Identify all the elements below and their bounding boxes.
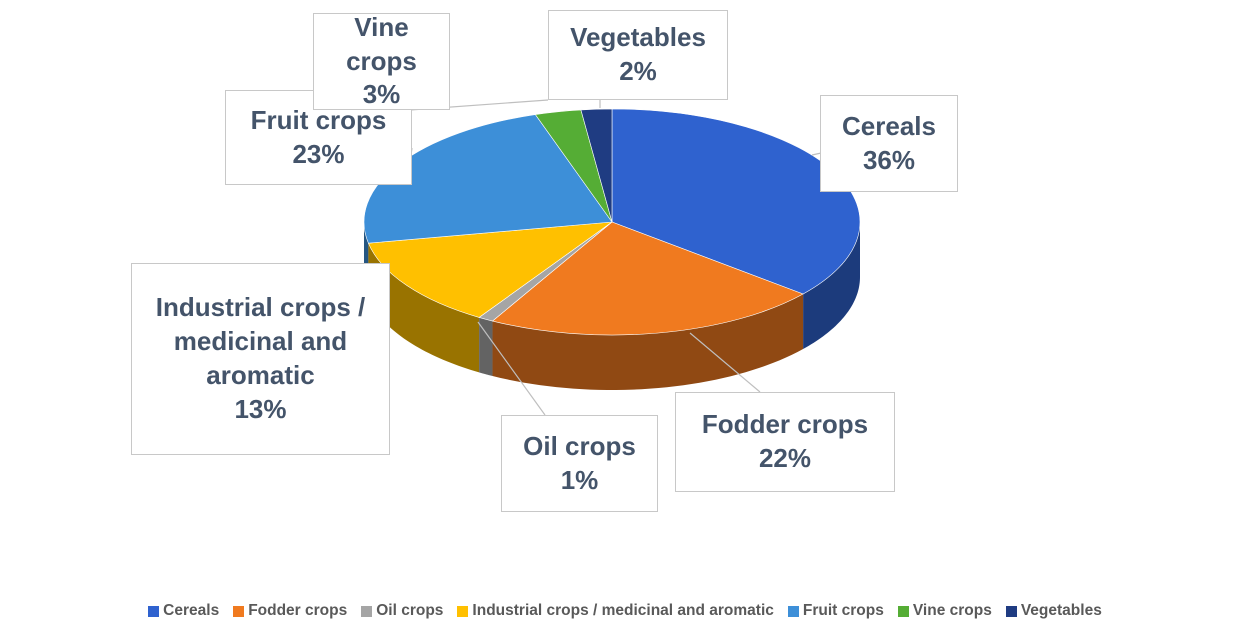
- legend-item: Fodder crops: [233, 602, 347, 620]
- slice: [491, 221, 804, 336]
- legend-item: Industrial crops / medicinal and aromati…: [457, 602, 774, 620]
- legend-item: Cereals: [148, 602, 219, 620]
- leader-line: [689, 332, 761, 393]
- legend-item: Oil crops: [361, 602, 443, 620]
- legend-label: Vegetables: [1020, 602, 1102, 619]
- leader-line: [477, 321, 546, 416]
- legend-swatch: [897, 605, 909, 617]
- legend: Cereals Fodder crops Oil crops Industrial c…: [0, 602, 1250, 620]
- legend-label: Cereals: [163, 602, 220, 619]
- data-label-value: 1%: [560, 464, 599, 495]
- data-label-value: 23%: [292, 138, 345, 169]
- slice-side: [368, 243, 480, 373]
- data-label-name: Fodder crops: [701, 409, 869, 440]
- data-label: Vine crops 3%: [313, 11, 450, 110]
- legend-swatch: [457, 605, 469, 617]
- legend-swatch: [233, 605, 245, 617]
- data-label: Cereals 36%: [820, 95, 958, 192]
- legend-label: Vine crops: [912, 602, 992, 619]
- slice: [367, 221, 614, 318]
- data-label-name: Vine crops: [346, 11, 417, 76]
- legend-item: Vine crops: [897, 602, 992, 620]
- data-label-name: Vegetables: [570, 22, 706, 53]
- data-label-value: 36%: [862, 144, 916, 175]
- data-label-value: 22%: [758, 443, 812, 473]
- data-label-value: 3%: [362, 79, 401, 110]
- data-label: Industrial crops / medicinal and aromati…: [131, 263, 390, 455]
- legend-label: Oil crops: [376, 602, 444, 619]
- legend-label: Industrial crops / medicinal and aromati…: [472, 602, 774, 619]
- legend-item: Fruit crops: [787, 602, 884, 620]
- data-label-value: 13%: [234, 393, 287, 424]
- legend-swatch: [361, 605, 373, 617]
- data-label: Fodder crops 22%: [675, 392, 895, 492]
- data-label-name: Cereals: [842, 110, 936, 141]
- data-label: Oil crops 1%: [501, 415, 658, 512]
- legend-label: Fodder crops: [248, 602, 348, 619]
- slice-side: [492, 294, 804, 390]
- slice: [580, 108, 613, 223]
- data-label-name: Oil crops: [523, 430, 636, 461]
- data-label: Vegetables 2%: [548, 10, 728, 100]
- data-label-value: 2%: [619, 56, 657, 86]
- legend-swatch: [1005, 605, 1017, 617]
- legend-swatch: [148, 605, 160, 617]
- slice-side: [479, 317, 493, 377]
- slice-side: [803, 222, 860, 350]
- legend-swatch: [787, 605, 799, 617]
- legend-label: Fruit crops: [802, 602, 884, 619]
- data-label-name: Industrial crops / medicinal and aromati…: [155, 292, 366, 390]
- legend-item: Vegetables: [1005, 602, 1102, 620]
